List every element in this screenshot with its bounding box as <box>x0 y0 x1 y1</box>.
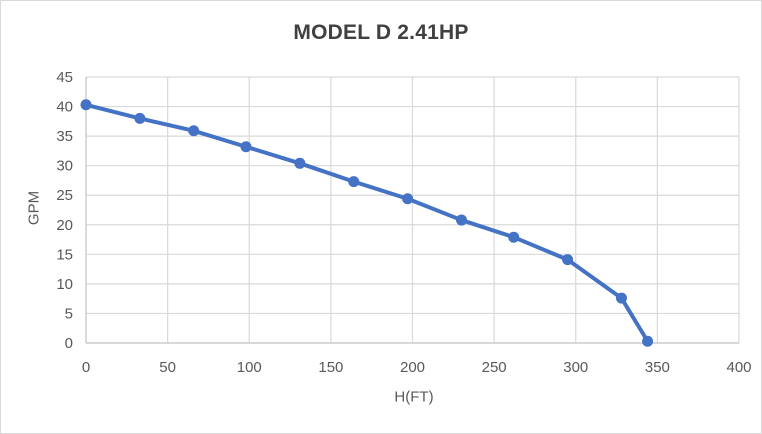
y-tick-label: 30 <box>56 158 73 175</box>
data-point <box>508 231 520 243</box>
x-tick-label: 50 <box>159 359 176 376</box>
x-tick-label: 100 <box>237 359 262 376</box>
data-point <box>80 99 92 111</box>
y-tick-label: 15 <box>56 246 73 263</box>
x-tick-label: 400 <box>726 359 751 376</box>
x-tick-label: 200 <box>400 359 425 376</box>
data-point <box>642 335 654 347</box>
y-tick-label: 5 <box>65 305 73 322</box>
y-tick-label: 20 <box>56 217 73 234</box>
data-point <box>615 292 627 304</box>
x-tick-label: 350 <box>645 359 670 376</box>
y-tick-label: 0 <box>65 335 73 352</box>
y-tick-label: 25 <box>56 187 73 204</box>
x-tick-label: 150 <box>318 359 343 376</box>
data-point <box>134 112 146 124</box>
x-tick-label: 0 <box>82 359 90 376</box>
data-point <box>455 214 467 226</box>
y-tick-label: 45 <box>56 69 73 86</box>
y-tick-label: 35 <box>56 128 73 145</box>
x-axis-title: H(FT) <box>394 388 434 406</box>
data-point <box>294 157 306 169</box>
x-tick-label: 300 <box>563 359 588 376</box>
chart-title: MODEL D 2.41HP <box>293 21 469 44</box>
data-line <box>84 102 650 344</box>
data-point <box>402 193 414 205</box>
x-tick-label: 250 <box>482 359 507 376</box>
y-tick-label: 10 <box>56 276 73 293</box>
data-point <box>348 176 360 188</box>
data-point <box>188 125 200 137</box>
y-tick-label: 40 <box>56 99 73 116</box>
data-point <box>240 141 252 153</box>
data-point <box>562 254 574 266</box>
